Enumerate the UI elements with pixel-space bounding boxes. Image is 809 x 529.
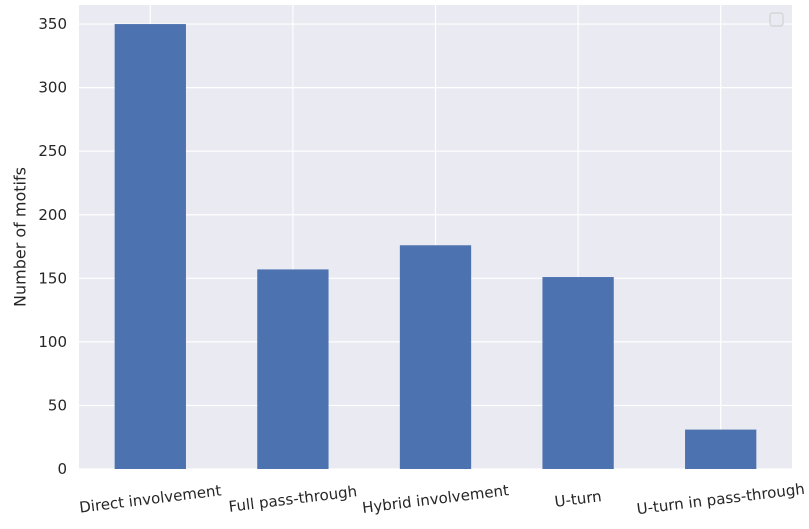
y-tick-label: 350 [38,15,67,33]
legend [769,12,784,27]
y-axis-ticks: 0 50 100 150 200 250 300 350 [38,15,67,478]
y-axis-label: Number of motifs [11,167,30,307]
bar [257,269,329,469]
y-tick-label: 250 [38,142,67,160]
y-tick-label: 200 [38,206,67,224]
bar [685,429,757,469]
x-tick-label: Hybrid involvement [361,481,510,517]
y-tick-label: 300 [38,79,67,97]
bar [399,245,472,469]
bars [114,24,757,470]
y-tick-label: 50 [48,396,67,414]
bar [114,24,186,470]
x-axis-ticks: Direct involvement Full pass-through Hybri… [78,480,805,518]
bar [542,277,614,469]
y-tick-label: 0 [57,460,67,478]
x-tick-label: Full pass-through [228,482,358,516]
x-tick-label: U-turn [554,487,603,511]
y-tick-label: 100 [38,333,67,351]
x-tick-label: U-turn in pass-through [636,480,806,518]
x-tick-label: Direct involvement [78,481,222,516]
y-tick-label: 150 [38,269,67,287]
